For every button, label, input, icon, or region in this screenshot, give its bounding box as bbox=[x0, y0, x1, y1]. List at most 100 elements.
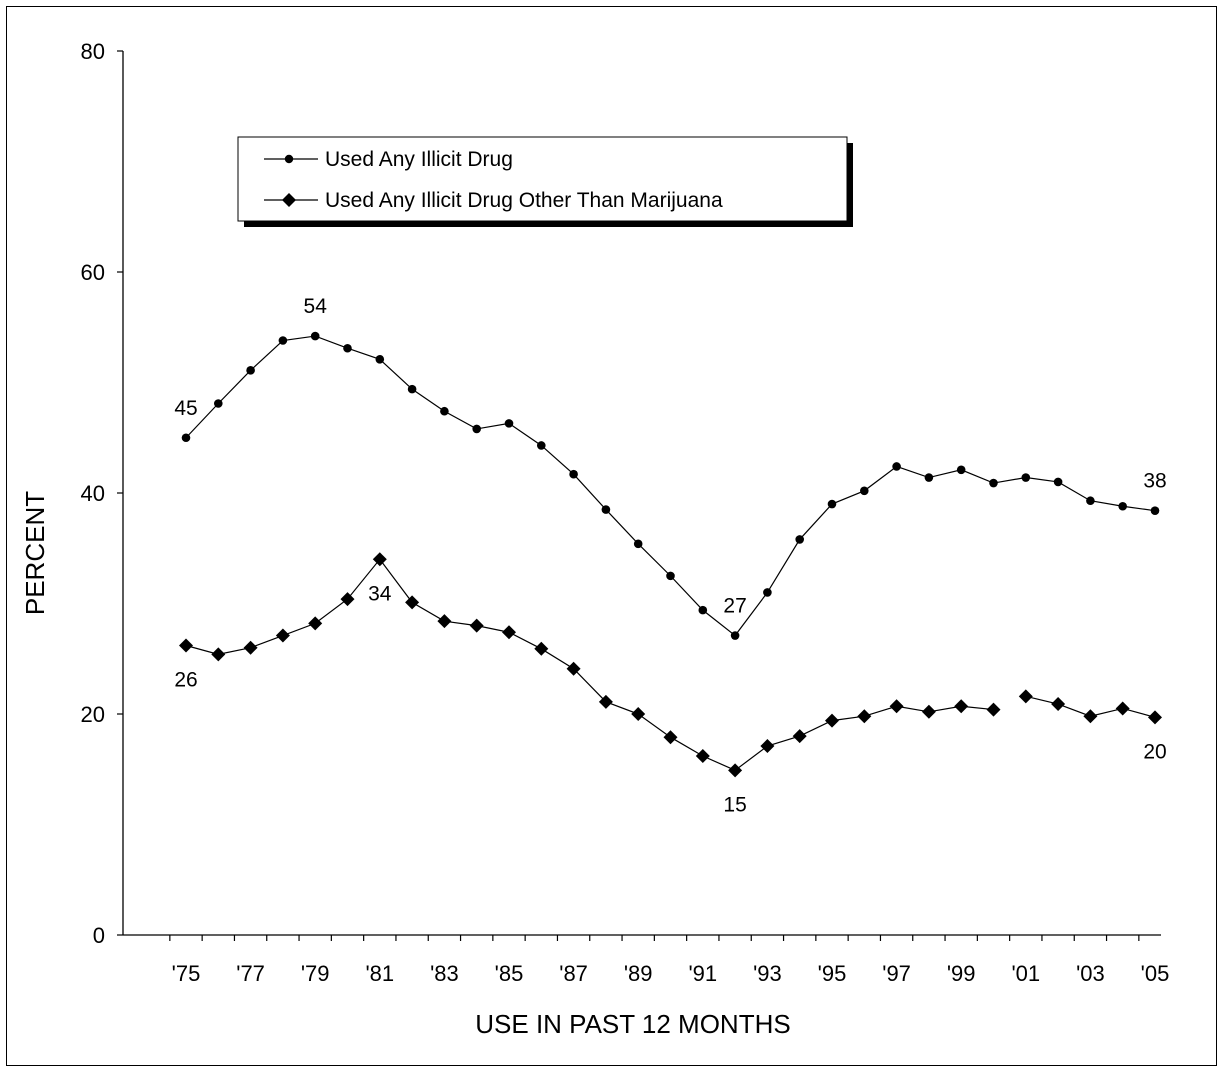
data-point bbox=[989, 478, 998, 488]
series-line bbox=[185, 558, 994, 772]
data-label: 20 bbox=[1143, 740, 1166, 763]
data-point bbox=[504, 419, 514, 428]
y-axis-label: PERCENT bbox=[20, 491, 50, 615]
x-tick-label: '03 bbox=[1076, 961, 1105, 986]
data-point bbox=[1051, 697, 1066, 712]
data-point bbox=[243, 640, 258, 655]
data-point bbox=[340, 592, 355, 607]
data-point bbox=[827, 499, 837, 509]
data-label: 38 bbox=[1143, 470, 1166, 493]
data-point bbox=[472, 424, 482, 434]
x-tick-label: '93 bbox=[753, 961, 782, 986]
data-point bbox=[792, 729, 807, 744]
data-point bbox=[275, 628, 290, 643]
y-tick-label: 60 bbox=[81, 260, 105, 285]
data-point bbox=[1018, 689, 1033, 704]
data-point bbox=[1118, 501, 1127, 511]
series-line bbox=[185, 335, 1156, 637]
data-point bbox=[601, 505, 611, 514]
x-tick-label: '97 bbox=[882, 961, 911, 986]
x-tick-label: '85 bbox=[495, 961, 524, 986]
data-label: 34 bbox=[368, 582, 392, 605]
data-label: 54 bbox=[304, 295, 328, 318]
data-point bbox=[730, 631, 740, 640]
data-point bbox=[502, 625, 516, 640]
data-point bbox=[569, 469, 578, 479]
data-point bbox=[437, 614, 452, 629]
data-point bbox=[1086, 496, 1095, 506]
data-point bbox=[1148, 710, 1162, 725]
x-tick-label: '95 bbox=[818, 961, 847, 986]
data-point bbox=[179, 638, 193, 653]
data-point bbox=[666, 571, 675, 581]
series-1 bbox=[179, 552, 1162, 778]
data-point bbox=[1021, 473, 1031, 482]
y-tick-label: 40 bbox=[81, 481, 105, 506]
data-point bbox=[598, 694, 613, 709]
x-tick-label: '91 bbox=[688, 961, 717, 986]
annotations: 45 54 27 38 26 34 15 20 bbox=[174, 295, 1166, 816]
data-point bbox=[405, 595, 420, 610]
data-point bbox=[246, 366, 255, 375]
data-point bbox=[956, 465, 966, 475]
x-tick-label: '87 bbox=[559, 961, 588, 986]
legend-item-0: Used Any Illicit Drug bbox=[264, 148, 513, 171]
data-point bbox=[534, 641, 549, 656]
x-tick-label: '99 bbox=[947, 961, 976, 986]
data-point bbox=[214, 399, 223, 408]
data-point bbox=[795, 535, 804, 544]
x-ticks: '75 '77 '79 '81 '83 '85 '87 '89 '91 '93 '95 '97 '99 '… bbox=[169, 935, 1170, 986]
legend-marker-circle bbox=[284, 154, 294, 164]
legend-label-0: Used Any Illicit Drug bbox=[325, 148, 513, 171]
x-tick-label: '81 bbox=[365, 961, 394, 986]
data-point bbox=[760, 739, 775, 754]
data-point bbox=[469, 618, 484, 633]
x-tick-label: '75 bbox=[172, 961, 201, 986]
data-point bbox=[892, 462, 901, 471]
data-point bbox=[986, 702, 1001, 717]
x-tick-label: '79 bbox=[301, 961, 330, 986]
x-tick-label: '77 bbox=[236, 961, 265, 986]
data-point bbox=[537, 441, 546, 450]
data-point bbox=[663, 730, 678, 745]
data-point bbox=[1053, 477, 1063, 487]
data-point bbox=[308, 616, 323, 631]
data-point bbox=[375, 354, 385, 364]
data-point bbox=[278, 336, 288, 345]
data-label: 45 bbox=[174, 397, 197, 420]
legend-box bbox=[237, 136, 848, 222]
legend-item-1: Used Any Illicit Drug Other Than Marijua… bbox=[264, 189, 723, 212]
chart-frame bbox=[6, 6, 1217, 1066]
data-point bbox=[566, 661, 581, 676]
y-ticks: 0 20 40 60 80 bbox=[81, 39, 123, 948]
y-tick-label: 0 bbox=[93, 923, 105, 948]
data-point bbox=[631, 707, 646, 721]
data-point bbox=[889, 699, 904, 714]
x-tick-label: '83 bbox=[430, 961, 459, 986]
data-point bbox=[343, 343, 352, 353]
x-axis-label: USE IN PAST 12 MONTHS bbox=[475, 1009, 790, 1039]
legend: Used Any Illicit Drug Used Any Illicit D… bbox=[237, 136, 853, 227]
series-layer bbox=[179, 331, 1162, 778]
data-point bbox=[440, 406, 449, 416]
data-point bbox=[857, 709, 872, 724]
data-point bbox=[924, 473, 934, 482]
data-point bbox=[695, 748, 710, 763]
series-0 bbox=[181, 331, 1160, 640]
data-point bbox=[407, 384, 417, 394]
data-label: 15 bbox=[723, 793, 746, 816]
x-tick-label: '89 bbox=[624, 961, 653, 986]
data-point bbox=[211, 647, 226, 662]
data-label: 27 bbox=[723, 595, 746, 618]
data-point bbox=[181, 433, 191, 443]
data-point bbox=[860, 486, 869, 496]
data-point bbox=[728, 763, 743, 778]
data-point bbox=[633, 539, 643, 549]
y-tick-label: 80 bbox=[81, 39, 105, 64]
data-point bbox=[1115, 701, 1130, 716]
data-point bbox=[921, 704, 936, 719]
x-tick-label: '05 bbox=[1141, 961, 1170, 986]
data-point bbox=[825, 713, 839, 728]
data-point bbox=[1150, 506, 1160, 515]
